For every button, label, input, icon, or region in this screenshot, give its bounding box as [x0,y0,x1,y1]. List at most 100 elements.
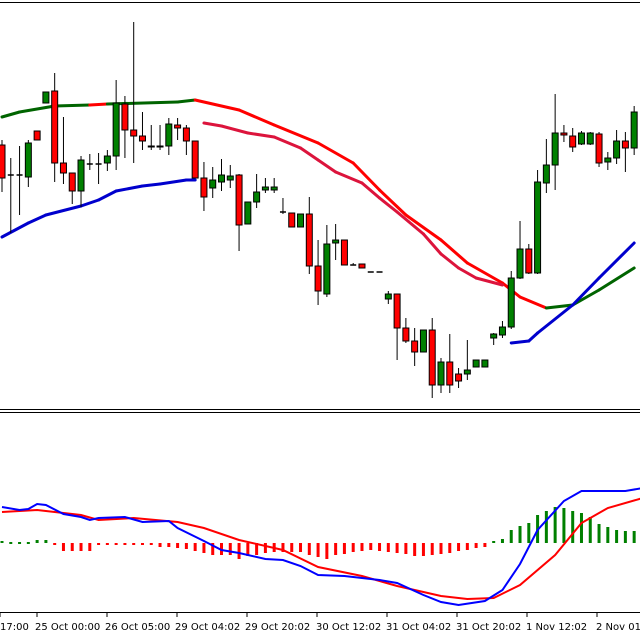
candle [384,291,392,304]
candle-body-bull [226,175,234,181]
histogram-bar [176,543,180,548]
candle [130,22,138,163]
moving-average-segment [544,303,575,310]
candle [577,131,585,145]
x-tick: 17:00 [0,612,29,633]
x-tick: 25 Oct 00:00 [35,612,100,633]
candle [244,201,252,225]
candle [68,172,76,204]
candle [174,118,182,140]
candle [560,125,568,142]
histogram-bar [483,543,487,547]
x-axis: 17:00 25 Oct 00:00 26 Oct 05:00 29 Oct 0… [0,612,640,633]
histogram-bar [114,543,118,545]
histogram-bar [228,543,232,555]
histogram-bar [53,543,57,545]
moving-average-segment [316,158,338,174]
moving-average-segment [53,103,92,108]
candle-body-bear [358,263,366,269]
moving-average-segment [395,210,425,236]
candle [481,359,489,368]
x-tick-label: 26 Oct 05:00 [105,622,170,633]
candle-body-bull [384,293,392,300]
candle [59,117,67,184]
histogram-bar [606,527,610,543]
macd-panel[interactable] [0,487,640,607]
x-tick: 26 Oct 05:00 [105,612,170,633]
candle-body-bear [428,329,436,386]
candle [165,118,173,155]
histogram-bar [299,543,303,552]
candle-body-bull [24,142,32,178]
candle-body-bull [156,145,164,148]
histogram-bar [527,523,531,543]
candle [402,318,410,343]
histogram-bar [615,530,619,543]
candle-body-bull [332,239,340,244]
candle-body-bear [411,340,419,353]
candle-body-bull [261,186,269,191]
candle [498,321,506,338]
histogram-bar [623,531,627,543]
candle-body-bull [630,111,638,149]
candle [472,359,480,368]
candle [261,178,269,193]
candle [630,106,638,155]
histogram-bar [70,543,74,551]
histogram-bar [518,526,522,543]
candle-body-bear [68,172,76,192]
candle [156,125,164,150]
candle [288,212,296,228]
histogram-bar [579,513,583,543]
candle-body-bear [0,144,6,179]
histogram-bar [97,543,101,545]
candle-body-bull [77,159,85,192]
moving-average-segment [421,232,443,256]
candle [191,140,199,179]
x-tick-label: 30 Oct 12:02 [316,622,381,633]
candle [437,358,445,393]
candle-body-bull [209,179,217,189]
histogram-bar [386,543,390,552]
price-panel[interactable] [0,22,638,398]
candle [226,165,234,188]
candle-body-bull [498,326,506,336]
histogram-bar [88,543,92,551]
moving-average-segment [202,121,223,128]
candle [77,156,85,207]
candle-body-bull [112,102,120,157]
x-tick-label: 25 Oct 00:00 [35,622,100,633]
histogram-bar [588,517,592,543]
histogram-bar [237,543,241,559]
candle [534,170,542,274]
candle [305,197,313,274]
candle-body-bear [340,239,348,266]
candle-body-bear [138,135,146,142]
candle [463,340,471,380]
candle-body-bear [235,174,243,226]
candle [323,225,331,297]
candle [525,244,533,274]
candle-body-bull [419,329,427,353]
candle-body-bull [516,248,524,279]
moving-average-segment [140,182,162,188]
histogram-bar [597,524,601,543]
moving-average-segment [439,252,461,270]
histogram-bar [18,542,22,544]
candle [7,158,14,233]
candle-body-bear [121,103,129,131]
candle-body-bear [33,130,41,141]
candle [411,328,419,366]
histogram-bar [246,543,250,556]
candle-body-bull [507,277,515,328]
moving-average-segment [439,238,469,265]
candle [279,198,286,214]
candle-body-bear [182,127,190,142]
moving-average-segment [465,261,504,285]
candle-body-bear [569,135,577,148]
candle [0,140,6,192]
moving-average-segment [79,198,101,208]
moving-average-segment [88,102,109,107]
